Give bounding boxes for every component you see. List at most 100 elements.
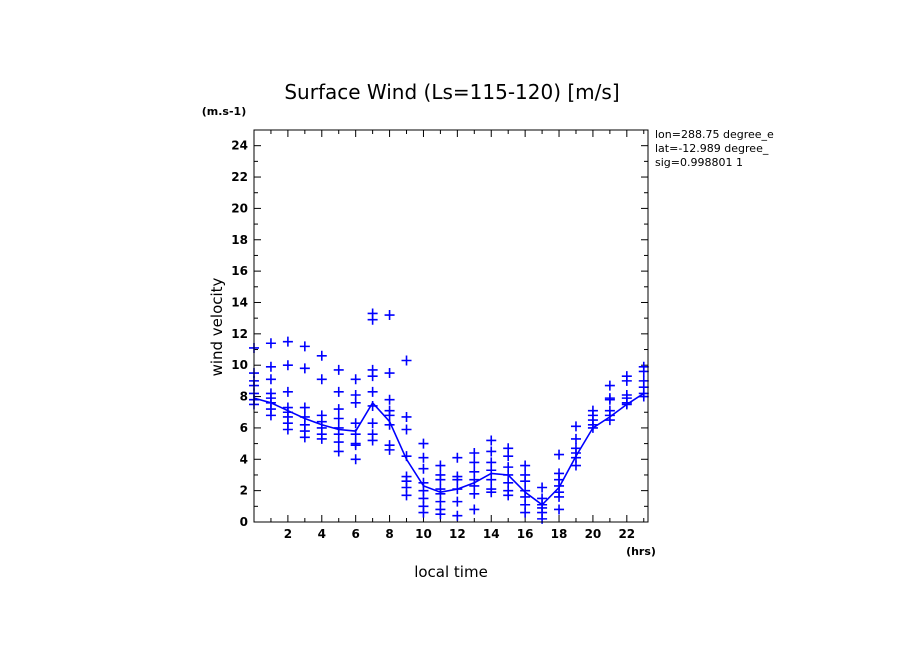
y-tick-label: 10 <box>231 358 248 372</box>
data-point <box>282 360 293 371</box>
x-tick-label: 4 <box>318 527 326 541</box>
data-point <box>384 394 395 405</box>
x-tick-label: 6 <box>351 527 359 541</box>
x-tick-label: 16 <box>517 527 534 541</box>
info-sig: sig=0.998801 1 <box>655 156 743 169</box>
x-axis-units: (hrs) <box>626 545 656 558</box>
data-point <box>469 488 480 499</box>
data-point <box>638 391 649 402</box>
data-point <box>350 440 361 451</box>
data-point <box>401 411 412 422</box>
data-point <box>435 474 446 485</box>
y-tick-label: 2 <box>240 484 248 498</box>
data-point <box>265 374 276 385</box>
data-point <box>333 364 344 375</box>
data-point <box>350 397 361 408</box>
info-lat: lat=-12.989 degree_ <box>655 142 769 155</box>
data-point <box>384 410 395 421</box>
y-axis-units: (m.s-1) <box>202 105 246 118</box>
data-point <box>384 444 395 455</box>
x-tick-label: 12 <box>449 527 466 541</box>
data-point <box>570 433 581 444</box>
data-point <box>570 460 581 471</box>
y-tick-label: 12 <box>231 327 248 341</box>
data-point <box>299 341 310 352</box>
y-tick-label: 0 <box>240 515 248 529</box>
data-point <box>367 386 378 397</box>
data-point <box>418 463 429 474</box>
data-point <box>265 361 276 372</box>
data-point <box>452 510 463 521</box>
data-point <box>333 437 344 448</box>
y-tick-label: 6 <box>240 421 248 435</box>
data-point <box>350 374 361 385</box>
data-point <box>265 410 276 421</box>
y-tick-label: 18 <box>231 233 248 247</box>
data-point <box>469 457 480 468</box>
data-point <box>469 504 480 515</box>
data-point <box>401 424 412 435</box>
data-point <box>401 355 412 366</box>
data-point <box>554 449 565 460</box>
data-point <box>384 368 395 379</box>
x-tick-label: 10 <box>415 527 432 541</box>
data-point <box>316 433 327 444</box>
y-tick-label: 4 <box>240 452 248 466</box>
data-point <box>333 446 344 457</box>
data-point <box>452 496 463 507</box>
data-point <box>401 490 412 501</box>
mean-line <box>253 392 645 506</box>
data-point <box>367 435 378 446</box>
data-point <box>435 460 446 471</box>
data-point <box>350 418 361 429</box>
data-point <box>570 421 581 432</box>
data-point <box>418 438 429 449</box>
data-point <box>333 413 344 424</box>
data-point <box>520 460 531 471</box>
y-tick-label: 8 <box>240 390 248 404</box>
data-point <box>384 310 395 321</box>
data-point <box>486 487 497 498</box>
y-tick-label: 24 <box>231 139 248 153</box>
data-point <box>621 375 632 386</box>
data-point <box>265 338 276 349</box>
data-point <box>604 394 615 405</box>
data-point <box>282 336 293 347</box>
data-point <box>452 474 463 485</box>
x-axis-ticks: 2 4 6 8 10 12 14 16 18 20 22 <box>270 130 645 541</box>
data-point <box>486 474 497 485</box>
data-point <box>520 507 531 518</box>
x-tick-label: 18 <box>551 527 568 541</box>
data-point <box>367 314 378 325</box>
data-point <box>333 404 344 415</box>
data-point <box>604 380 615 391</box>
data-point <box>282 386 293 397</box>
data-point <box>503 451 514 462</box>
data-point <box>418 452 429 463</box>
data-point <box>316 374 327 385</box>
data-point <box>486 435 497 446</box>
data-point <box>638 366 649 377</box>
data-point <box>367 371 378 382</box>
x-tick-label: 22 <box>618 527 635 541</box>
x-tick-label: 20 <box>585 527 602 541</box>
data-point <box>282 424 293 435</box>
data-point <box>537 482 548 493</box>
data-point <box>520 476 531 487</box>
data-point <box>452 452 463 463</box>
data-point <box>350 454 361 465</box>
y-tick-label: 22 <box>231 170 248 184</box>
data-point <box>503 490 514 501</box>
y-tick-label: 16 <box>231 264 248 278</box>
data-point <box>486 446 497 457</box>
data-point <box>554 491 565 502</box>
data-point <box>333 386 344 397</box>
data-point <box>367 418 378 429</box>
data-point <box>316 350 327 361</box>
data-point <box>469 448 480 459</box>
data-point <box>299 432 310 443</box>
x-tick-label: 2 <box>284 527 292 541</box>
x-tick-label: 14 <box>483 527 500 541</box>
data-point <box>554 504 565 515</box>
